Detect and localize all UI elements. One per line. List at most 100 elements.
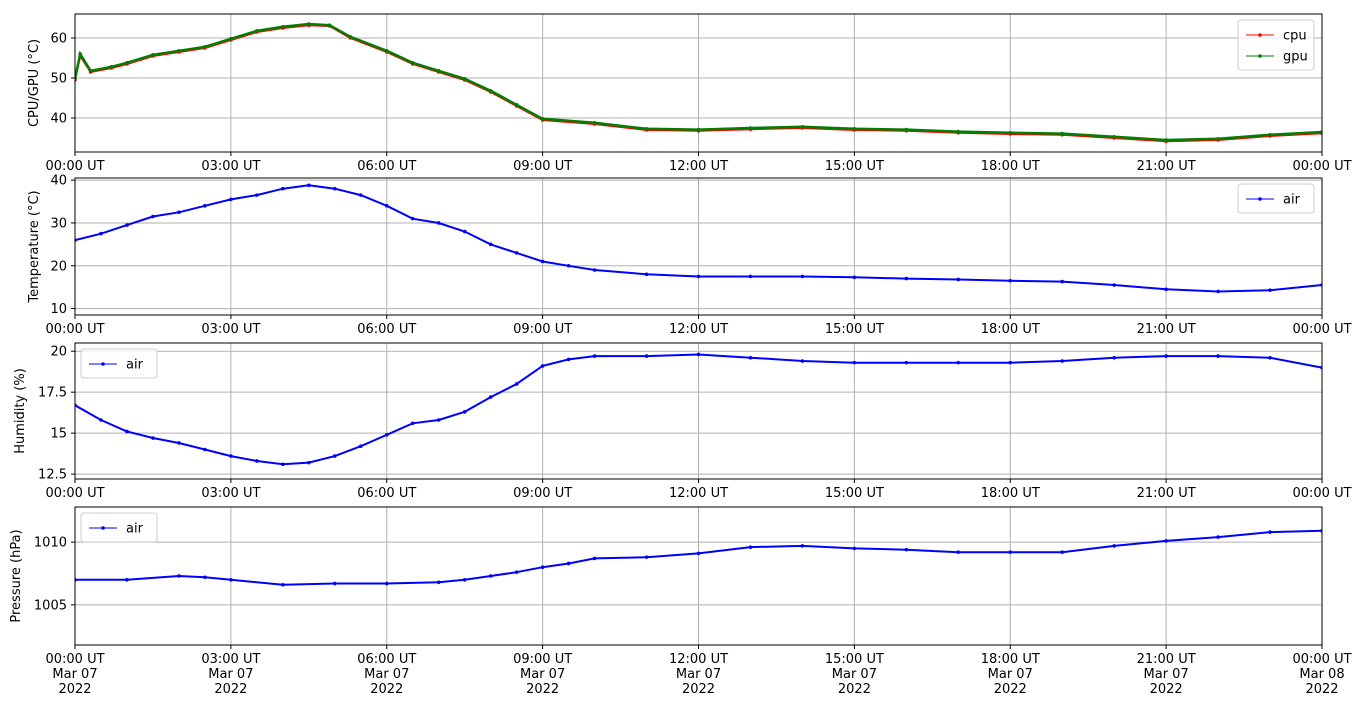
x-tick-label: 15:00 UT Mar 07 2022	[825, 652, 884, 697]
series-air	[75, 183, 1322, 294]
data-point	[99, 418, 103, 422]
data-point	[488, 395, 493, 399]
data-point	[1216, 354, 1220, 358]
data-point	[1008, 278, 1013, 283]
data-point	[540, 565, 545, 570]
data-point	[956, 277, 961, 282]
x-tick-label-line: 06:00 UT	[357, 486, 416, 501]
x-tick-label-line: Mar 07	[676, 667, 721, 682]
x-tick-label-line: 18:00 UT	[981, 159, 1040, 174]
data-point	[1060, 131, 1065, 136]
data-point	[644, 272, 649, 277]
y-tick-label: 15	[50, 427, 67, 442]
data-point	[1008, 131, 1013, 135]
data-point	[1268, 133, 1272, 137]
data-point	[151, 436, 155, 440]
x-tick-label-line: 12:00 UT	[669, 652, 728, 667]
legend-marker	[101, 362, 105, 366]
data-point	[125, 429, 129, 434]
data-point	[1216, 289, 1220, 294]
x-tick-label-line: 06:00 UT	[357, 652, 416, 667]
y-tick-label: 20	[50, 345, 67, 360]
series-gpu	[75, 22, 1322, 142]
x-tick-label-line: 00:00 UT	[45, 159, 104, 174]
data-point	[307, 460, 311, 465]
data-point	[904, 127, 909, 132]
x-tick-label-line: 06:00 UT	[357, 159, 416, 174]
data-point	[229, 37, 233, 41]
legend: air	[1237, 183, 1315, 214]
x-tick-label-line: 09:00 UT	[513, 159, 572, 174]
data-point	[748, 274, 753, 279]
data-point	[592, 121, 597, 125]
x-tick-label-line: 21:00 UT	[1137, 322, 1196, 337]
data-point	[644, 127, 649, 131]
x-tick-label-line: 00:00 UT	[45, 652, 104, 667]
data-point	[229, 454, 233, 458]
data-point	[384, 49, 389, 53]
y-tick-label: 20	[50, 259, 67, 274]
data-point	[99, 231, 103, 236]
data-point	[904, 360, 909, 365]
data-point	[151, 53, 155, 57]
x-tick-label-line: 03:00 UT	[201, 652, 260, 667]
data-point	[348, 35, 353, 39]
legend-box	[1237, 183, 1315, 214]
data-point	[327, 23, 332, 28]
x-tick-label: 00:00 UT	[45, 486, 104, 501]
data-point	[307, 22, 311, 26]
data-point	[78, 52, 82, 56]
data-point	[1164, 138, 1168, 142]
plot-frame	[74, 506, 1323, 646]
legend: cpu gpu	[1237, 19, 1315, 71]
data-point	[1060, 279, 1065, 284]
legend-box	[1237, 19, 1315, 71]
x-tick-label: 12:00 UT	[669, 486, 728, 501]
x-tick-label-line: 18:00 UT	[981, 486, 1040, 501]
data-point	[696, 127, 701, 132]
data-point	[800, 359, 805, 363]
data-point	[125, 577, 129, 582]
data-point	[488, 89, 493, 93]
x-tick-label-line: 00:00 UT	[1292, 159, 1351, 174]
x-tick-label-line: 00:00 UT	[45, 322, 104, 337]
x-tick-label-line: Mar 07	[1144, 667, 1189, 682]
data-point	[1008, 360, 1013, 365]
series-air	[75, 529, 1322, 587]
x-tick-label: 18:00 UT	[981, 159, 1040, 174]
data-point	[800, 544, 805, 548]
data-point	[255, 29, 259, 33]
x-tick-label: 03:00 UT	[201, 159, 260, 174]
x-tick-label: 06:00 UT Mar 07 2022	[357, 652, 416, 697]
data-point	[384, 432, 389, 437]
x-tick-label: 15:00 UT	[825, 486, 884, 501]
data-point	[1268, 355, 1272, 360]
legend-label: air	[126, 358, 144, 373]
x-tick-label-line: 12:00 UT	[669, 322, 728, 337]
x-tick-label-line: 18:00 UT	[981, 322, 1040, 337]
y-axis-label: CPU/GPU (°C)	[27, 39, 42, 127]
data-point	[229, 197, 233, 202]
y-tick-label: 60	[50, 32, 67, 47]
y-tick-label: 50	[50, 72, 67, 87]
data-point	[696, 352, 701, 357]
data-point	[514, 570, 519, 575]
data-point	[436, 221, 441, 225]
x-tick-label-line: 09:00 UT	[513, 486, 572, 501]
legend: air	[80, 512, 158, 543]
x-tick-label-line: 03:00 UT	[201, 159, 260, 174]
legend-label: gpu	[1283, 50, 1308, 65]
data-point	[514, 382, 519, 386]
data-point	[566, 561, 571, 566]
x-tick-label: 06:00 UT	[357, 322, 416, 337]
x-tick-label-line: Mar 07	[988, 667, 1033, 682]
data-point	[307, 183, 311, 188]
x-tick-label: 00:00 UT	[45, 159, 104, 174]
x-tick-label-line: 00:00 UT	[1292, 486, 1351, 501]
x-tick-label-line: 15:00 UT	[825, 652, 884, 667]
data-point	[177, 441, 181, 445]
x-tick-label-line: 2022	[58, 682, 91, 697]
x-tick-label: 00:00 UT	[1292, 322, 1351, 337]
x-tick-label-line: 2022	[214, 682, 247, 697]
data-point	[1164, 354, 1168, 358]
